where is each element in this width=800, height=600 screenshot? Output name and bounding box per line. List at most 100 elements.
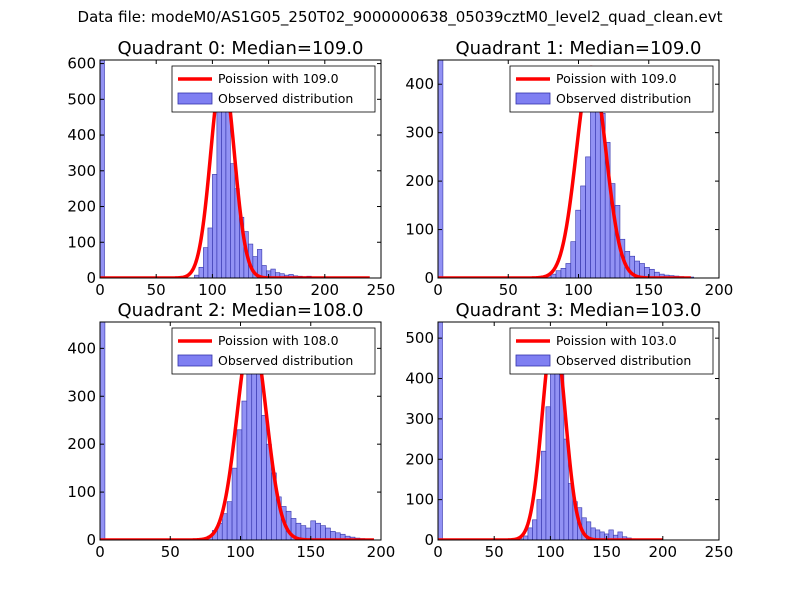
histogram-bar — [261, 415, 267, 540]
legend-bar-swatch — [515, 354, 551, 367]
y-tick-label: 300 — [67, 162, 96, 180]
y-tick-label: 100 — [67, 483, 96, 501]
legend-label: Poission with 109.0 — [218, 71, 339, 86]
y-tick-label: 500 — [67, 90, 96, 108]
histogram-bar — [225, 102, 231, 278]
y-tick-label: 500 — [405, 329, 434, 347]
legend: Poission with 108.0 Observed distribution — [171, 327, 376, 375]
x-tick-label: 150 — [296, 543, 325, 561]
histogram-bar — [315, 522, 321, 540]
histogram-bar — [545, 406, 551, 540]
histogram-bar — [541, 450, 547, 540]
y-tick-label: 0 — [86, 531, 96, 549]
histogram-bar — [438, 60, 444, 278]
x-tick-label: 50 — [161, 543, 180, 561]
x-tick-label: 0 — [95, 543, 105, 561]
histogram-bar — [231, 467, 238, 540]
histogram-bar — [241, 400, 248, 540]
histogram-bar — [523, 535, 529, 540]
x-tick-label: 0 — [95, 281, 105, 299]
histogram-bar — [230, 163, 236, 278]
histogram-bar — [550, 273, 557, 278]
legend-label: Poission with 108.0 — [218, 333, 339, 348]
x-tick-label: 200 — [705, 281, 734, 299]
legend-label: Observed distribution — [556, 353, 691, 368]
y-tick-label: 200 — [67, 198, 96, 216]
legend: Poission with 109.0 Observed distribution — [171, 65, 376, 113]
histogram-bar — [100, 322, 106, 540]
legend-label: Observed distribution — [218, 91, 353, 106]
x-tick-label: 200 — [367, 543, 396, 561]
y-tick-label: 200 — [405, 172, 434, 190]
x-tick-label: 200 — [648, 543, 677, 561]
legend-bar-swatch — [515, 92, 551, 105]
subplot-title: Quadrant 1: Median=109.0 — [456, 38, 702, 59]
quadrant-3-plot: 0 50 100 150 200 250 0 100 200 300 400 500 Quadrant … — [405, 300, 733, 561]
y-tick-label: 100 — [67, 233, 96, 251]
y-tick-label: 0 — [424, 531, 434, 549]
poisson-curve — [100, 329, 376, 540]
histogram-bar — [221, 513, 228, 540]
histogram-bar — [527, 527, 533, 540]
histogram-bar — [325, 527, 331, 540]
x-tick-label: 100 — [226, 543, 255, 561]
x-tick-label: 50 — [147, 281, 166, 299]
histogram-bar — [555, 270, 562, 278]
y-tick-label: 0 — [86, 269, 96, 287]
histogram-bar — [550, 349, 556, 540]
y-tick-label: 0 — [424, 269, 434, 287]
axes-frame — [99, 59, 382, 279]
legend: Poission with 109.0 Observed distribution — [509, 65, 714, 113]
y-tick-label: 200 — [405, 450, 434, 468]
histogram-bar — [257, 249, 263, 278]
legend-label: Poission with 109.0 — [556, 71, 677, 86]
histogram-bar — [570, 241, 576, 278]
histogram-bar — [438, 322, 443, 540]
histogram-bar — [226, 501, 233, 540]
histogram-bar — [565, 263, 572, 278]
x-tick-label: 100 — [564, 281, 593, 299]
histogram-bar — [585, 156, 591, 278]
histogram-bar — [310, 520, 316, 540]
x-tick-label: 0 — [433, 543, 443, 561]
plot-area — [438, 60, 695, 278]
x-tick-label: 50 — [499, 281, 518, 299]
legend: Poission with 103.0 Observed distribution — [509, 327, 714, 375]
histogram-bar — [580, 185, 586, 278]
subplot-title: Quadrant 0: Median=109.0 — [118, 38, 364, 59]
histogram-bar — [203, 247, 209, 278]
legend-label: Poission with 103.0 — [556, 333, 677, 348]
subplot-title: Quadrant 2: Median=108.0 — [118, 300, 364, 321]
histogram-bar — [236, 429, 243, 540]
legend-label: Observed distribution — [556, 91, 691, 106]
y-tick-label: 100 — [405, 491, 434, 509]
x-tick-label: 250 — [367, 281, 396, 299]
histogram-bar — [575, 209, 581, 278]
x-tick-label: 0 — [433, 281, 443, 299]
histogram-bar — [320, 525, 326, 540]
histogram-bar — [246, 372, 253, 540]
legend-label: Observed distribution — [218, 353, 353, 368]
plot-area — [100, 322, 376, 540]
x-tick-label: 250 — [705, 543, 734, 561]
x-tick-label: 100 — [198, 281, 227, 299]
x-tick-label: 150 — [634, 281, 663, 299]
subplot-title: Quadrant 3: Median=103.0 — [456, 300, 702, 321]
legend-bar-swatch — [177, 92, 213, 105]
y-tick-label: 400 — [405, 75, 434, 93]
histogram-bar — [216, 102, 222, 278]
y-tick-label: 600 — [67, 55, 96, 73]
histogram-bar — [198, 266, 204, 278]
x-tick-label: 150 — [254, 281, 283, 299]
y-tick-label: 300 — [405, 410, 434, 428]
poisson-curve — [100, 69, 371, 278]
quadrant-1-plot: 0 50 100 150 200 0 100 200 300 400 Quadrant 1: Med… — [405, 38, 733, 299]
histogram-bar — [536, 499, 542, 540]
x-tick-label: 150 — [592, 543, 621, 561]
x-tick-label: 200 — [310, 281, 339, 299]
axes-frame — [437, 321, 720, 541]
figure-suptitle: Data file: modeM0/AS1G05_250T02_90000006… — [77, 8, 723, 26]
quadrant-0-plot: 0 50 100 150 200 250 0 100 200 300 400 500 600 Quadra… — [67, 38, 395, 299]
y-tick-label: 200 — [67, 435, 96, 453]
